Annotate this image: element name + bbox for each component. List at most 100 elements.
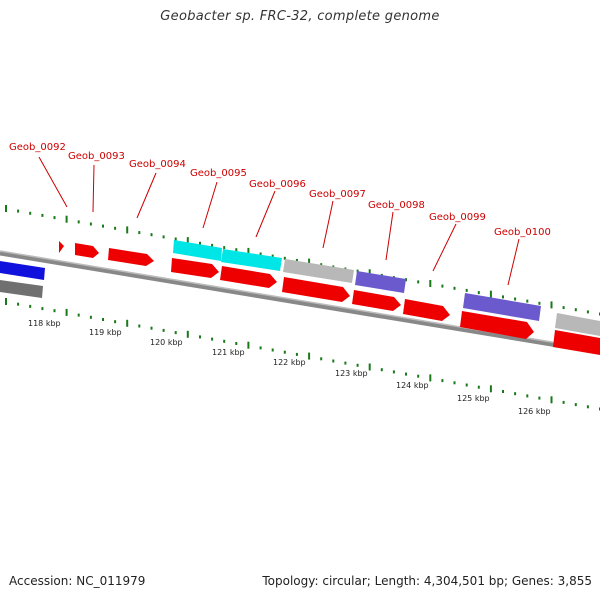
minor-tick xyxy=(162,328,165,332)
minor-tick xyxy=(453,286,456,290)
gene-feature-dark-gray[interactable] xyxy=(0,280,43,298)
gene-label-geob-0092[interactable]: Geob_0092 xyxy=(9,142,66,153)
gene-feature-geob-0093[interactable] xyxy=(75,243,99,258)
minor-tick xyxy=(41,213,44,217)
gene-feature-lower-7[interactable] xyxy=(553,330,600,355)
scale-label: 120 kbp xyxy=(150,338,183,347)
minor-tick xyxy=(77,220,80,224)
minor-tick xyxy=(223,246,226,250)
minor-tick xyxy=(417,374,420,378)
gene-feature-geob-0100[interactable] xyxy=(463,293,541,321)
major-tick xyxy=(247,247,250,255)
minor-tick xyxy=(417,280,420,284)
minor-tick xyxy=(174,331,177,335)
minor-tick xyxy=(477,385,480,389)
leader-geob-0097 xyxy=(322,200,334,249)
gene-label-geob-0093[interactable]: Geob_0093 xyxy=(68,151,125,162)
genome-backbone xyxy=(0,250,600,355)
scale-label: 126 kbp xyxy=(518,407,551,416)
minor-tick xyxy=(465,383,468,387)
minor-tick xyxy=(283,256,286,260)
major-tick xyxy=(247,341,250,349)
gene-label-geob-0096[interactable]: Geob_0096 xyxy=(249,179,306,190)
minor-tick xyxy=(199,335,201,339)
minor-tick xyxy=(199,241,201,245)
minor-tick xyxy=(465,288,468,292)
major-tick xyxy=(308,258,311,266)
leader-geob-0093 xyxy=(92,164,95,213)
minor-tick xyxy=(477,291,480,295)
minor-tick xyxy=(586,405,589,409)
minor-tick xyxy=(562,400,565,404)
minor-tick xyxy=(586,310,589,314)
genome-summary-text: Topology: circular; Length: 4,304,501 bp… xyxy=(262,574,592,588)
gene-feature-lower-4[interactable] xyxy=(352,290,401,311)
minor-tick xyxy=(441,284,444,288)
accession-text: Accession: NC_011979 xyxy=(9,574,146,588)
gene-feature-lower-5[interactable] xyxy=(403,299,450,321)
minor-tick xyxy=(17,209,20,213)
minor-tick xyxy=(102,318,104,321)
minor-tick xyxy=(356,363,359,367)
leader-geob-0096 xyxy=(255,190,276,238)
minor-tick xyxy=(526,299,529,303)
minor-tick xyxy=(150,233,153,237)
minor-tick xyxy=(53,216,56,220)
leader-geob-0095 xyxy=(202,181,218,229)
minor-tick xyxy=(574,308,577,312)
major-tick xyxy=(489,290,492,298)
minor-tick xyxy=(174,237,177,241)
scale-label: 123 kbp xyxy=(335,369,368,378)
minor-tick xyxy=(89,222,92,226)
gene-feature-geob-0096[interactable] xyxy=(221,249,282,271)
gene-label-geob-0100[interactable]: Geob_0100 xyxy=(494,227,551,238)
minor-tick xyxy=(392,370,395,374)
scale-label: 118 kbp xyxy=(28,319,61,328)
minor-tick xyxy=(283,350,286,354)
minor-tick xyxy=(405,372,407,376)
gene-label-geob-0097[interactable]: Geob_0097 xyxy=(309,189,366,200)
minor-tick xyxy=(41,307,44,311)
major-tick xyxy=(65,215,68,223)
scale-label: 119 kbp xyxy=(89,328,122,337)
scale-label: 122 kbp xyxy=(273,358,306,367)
gene-feature-geob-0097[interactable] xyxy=(283,259,354,283)
minor-tick xyxy=(223,339,226,343)
gene-feature-geob-0094[interactable] xyxy=(108,248,154,266)
gene-feature-gray-right[interactable] xyxy=(555,313,600,336)
gene-feature-geob-0098[interactable] xyxy=(355,271,406,293)
gene-feature-lower-3[interactable] xyxy=(282,277,350,302)
gene-label-geob-0094[interactable]: Geob_0094 xyxy=(129,159,186,170)
gene-label-geob-0095[interactable]: Geob_0095 xyxy=(190,168,247,179)
major-tick xyxy=(368,269,371,277)
gene-label-geob-0099[interactable]: Geob_0099 xyxy=(429,212,486,223)
minor-tick xyxy=(320,357,323,361)
minor-tick xyxy=(114,226,117,230)
minor-tick xyxy=(405,278,407,282)
minor-tick xyxy=(502,390,504,393)
gene-feature-lower-2[interactable] xyxy=(220,266,277,288)
minor-tick xyxy=(380,368,383,372)
minor-tick xyxy=(514,297,517,301)
minor-tick xyxy=(441,379,444,383)
major-tick xyxy=(126,319,129,327)
minor-tick xyxy=(102,224,104,228)
minor-tick xyxy=(538,301,541,305)
gene-feature-small-arrow[interactable] xyxy=(59,241,64,253)
minor-tick xyxy=(150,326,153,330)
major-tick xyxy=(550,301,553,309)
gene-feature-geob-0095[interactable] xyxy=(173,240,222,261)
leader-geob-0098 xyxy=(385,211,394,261)
minor-tick xyxy=(538,396,541,400)
gene-feature-blue[interactable] xyxy=(0,261,45,280)
major-tick xyxy=(126,226,129,234)
gene-label-geob-0098[interactable]: Geob_0098 xyxy=(368,200,425,211)
gene-feature-lower-6[interactable] xyxy=(460,311,534,339)
minor-tick xyxy=(29,304,32,308)
minor-tick xyxy=(77,313,80,317)
gene-feature-lower-1[interactable] xyxy=(171,258,219,278)
minor-tick xyxy=(502,295,504,299)
inner-tick-ruler xyxy=(5,298,600,411)
